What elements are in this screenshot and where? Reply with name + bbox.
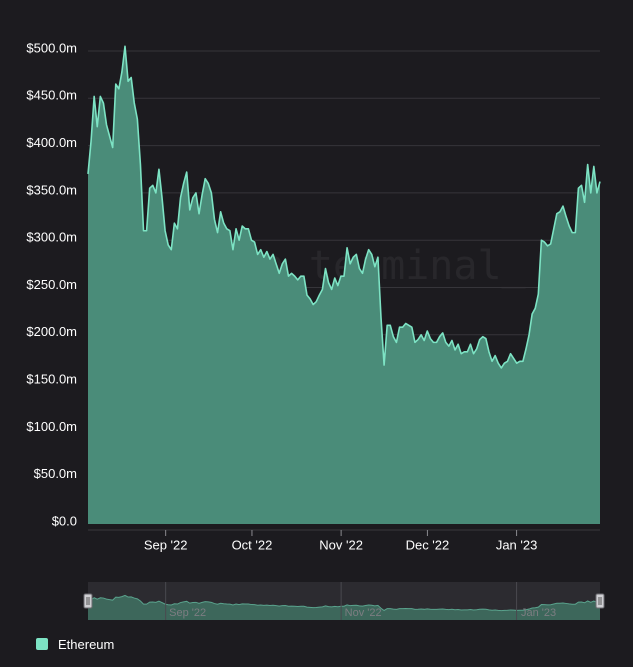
y-tick-label: $350.0m <box>26 182 77 197</box>
x-tick-label: Nov '22 <box>319 537 363 552</box>
series-layer <box>87 45 601 525</box>
y-tick-label: $150.0m <box>26 372 77 387</box>
y-tick-label: $200.0m <box>26 324 77 339</box>
series-line-ethereum[interactable] <box>87 45 601 369</box>
y-tick-label: $50.0m <box>34 466 77 481</box>
navigator-tick-label: Jan '23 <box>521 607 556 619</box>
series-area-ethereum <box>88 46 600 525</box>
navigator-tick-label: Nov '22 <box>345 607 382 619</box>
y-tick-label: $250.0m <box>26 277 77 292</box>
y-axis: $0.0 $50.0m $100.0m $150.0m $200.0m $250.0m $3… <box>26 40 77 528</box>
y-tick-label: $450.0m <box>26 88 77 103</box>
navigator-area <box>88 595 600 620</box>
y-tick-label: $300.0m <box>26 230 77 245</box>
x-tick-label: Jan '23 <box>496 537 538 552</box>
y-tick-label: $100.0m <box>26 419 77 434</box>
navigator-handle-right[interactable] <box>595 593 605 609</box>
legend: Ethereum <box>36 636 114 652</box>
navigator-line <box>87 594 601 612</box>
legend-swatch-ethereum[interactable] <box>36 638 48 650</box>
navigator-tick-label: Sep '22 <box>169 607 206 619</box>
y-tick-label: $400.0m <box>26 135 77 150</box>
x-tick-label: Dec '22 <box>406 537 450 552</box>
x-tick-label: Sep '22 <box>144 537 188 552</box>
y-tick-label: $500.0m <box>26 40 77 55</box>
x-axis: Sep '22 Oct '22 Nov '22 Dec '22 Jan '23 <box>88 529 600 552</box>
x-tick-label: Oct '22 <box>232 537 273 552</box>
legend-label-ethereum[interactable]: Ethereum <box>58 636 115 652</box>
range-navigator[interactable]: Sep '22 Nov '22 Jan '23 <box>83 582 605 620</box>
y-tick-label: $0.0 <box>52 513 77 528</box>
navigator-handle-left[interactable] <box>83 593 93 609</box>
